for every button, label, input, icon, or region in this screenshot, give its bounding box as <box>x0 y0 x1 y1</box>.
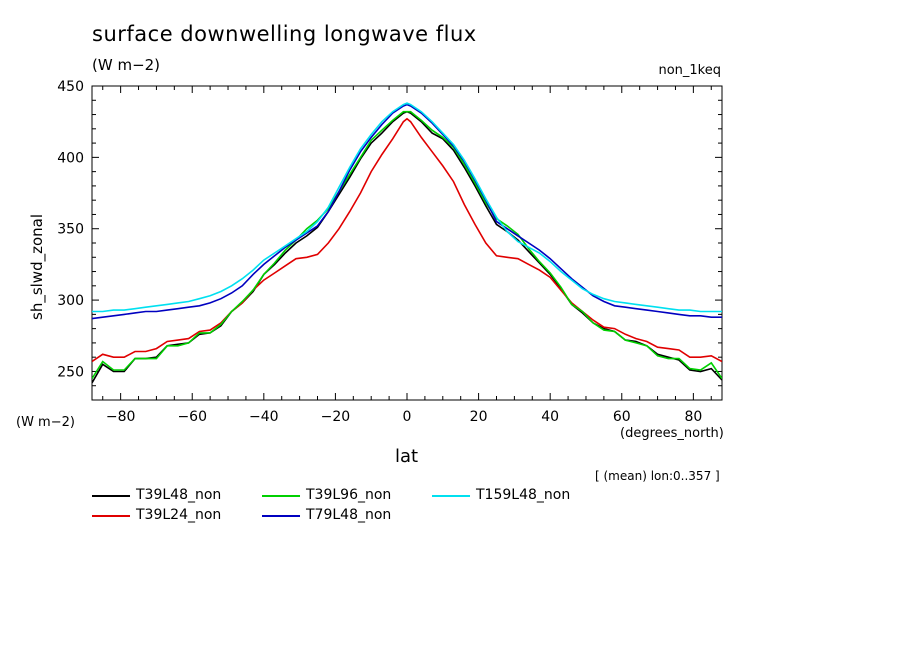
y-tick-label: 300 <box>57 293 84 309</box>
legend-label: T39L96_non <box>306 487 392 503</box>
y-axis-units: (W m−2) <box>16 415 75 430</box>
x-tick-label: −80 <box>106 409 136 425</box>
x-tick-label: 60 <box>613 409 631 425</box>
series-line-t39l24-non <box>92 117 722 363</box>
legend-swatch <box>92 495 130 497</box>
x-axis-label: lat <box>395 446 419 467</box>
y-tick-label: 350 <box>57 222 84 238</box>
chart-title: surface downwelling longwave flux <box>92 22 477 46</box>
x-tick-label: 40 <box>541 409 559 425</box>
legend-swatch <box>432 495 470 497</box>
run-label: non_1keq <box>658 63 721 78</box>
x-tick-label: 20 <box>470 409 488 425</box>
y-tick-label: 400 <box>57 150 84 166</box>
averaging-note: [ (mean) lon:0..357 ] <box>595 469 720 483</box>
series-line-t79l48-non <box>92 103 722 320</box>
legend-label: T39L24_non <box>136 507 222 523</box>
y-tick-label: 250 <box>57 364 84 380</box>
x-tick-label: −40 <box>249 409 279 425</box>
x-tick-label: −60 <box>177 409 207 425</box>
legend-swatch <box>262 495 300 497</box>
plot-frame <box>91 85 723 401</box>
legend-swatch <box>262 515 300 517</box>
series-line-t159l48-non <box>92 102 722 313</box>
x-tick-label: −20 <box>321 409 351 425</box>
chart-subtitle-units: (W m−2) <box>92 56 161 74</box>
series-line-t39l48-non <box>92 110 722 384</box>
x-tick-label: 80 <box>684 409 702 425</box>
legend-label: T159L48_non <box>476 487 571 503</box>
legend-swatch <box>92 515 130 517</box>
y-tick-label: 450 <box>57 79 84 95</box>
series-line-t39l96-non <box>92 110 722 380</box>
x-axis-units: (degrees_north) <box>620 426 724 441</box>
legend-label: T39L48_non <box>136 487 222 503</box>
x-tick-label: 0 <box>403 409 412 425</box>
legend-label: T79L48_non <box>306 507 392 523</box>
